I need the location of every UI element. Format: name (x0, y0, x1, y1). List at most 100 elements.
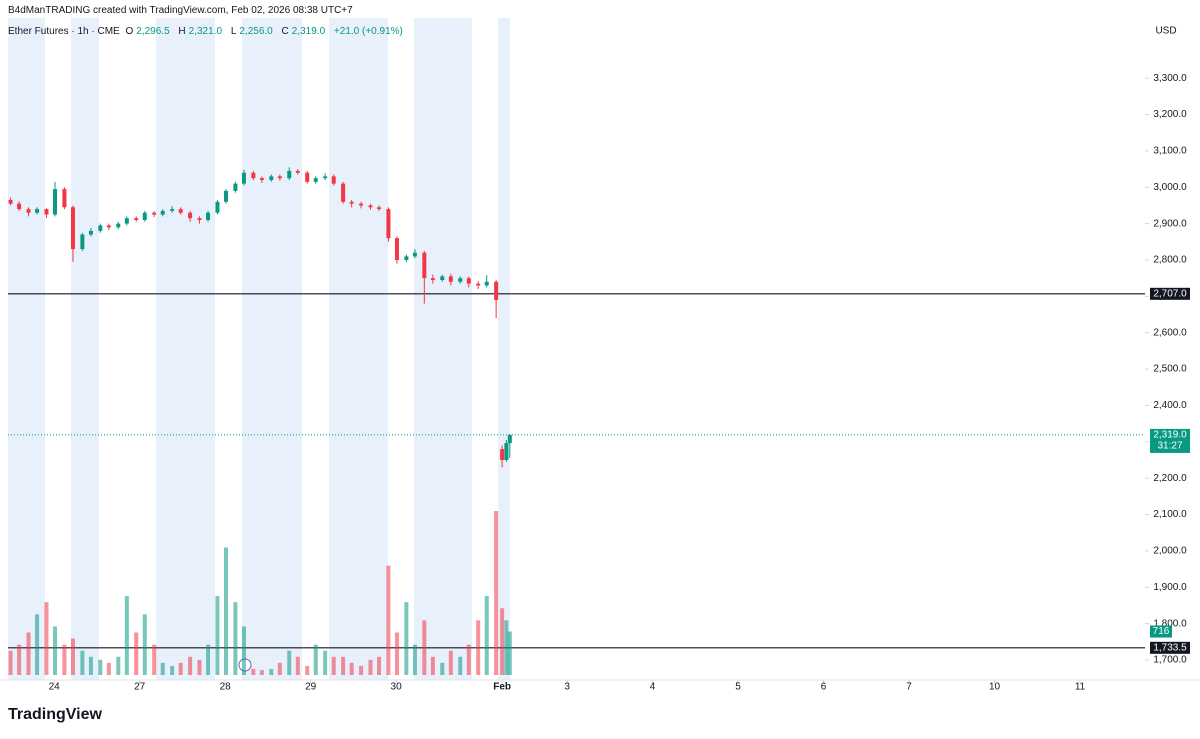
volume-bar (507, 631, 512, 675)
volume-bar (504, 620, 509, 675)
candle-body (504, 443, 509, 460)
credit: B4dManTRADING created with TradingView.c… (8, 5, 353, 16)
volume-bar (116, 656, 121, 675)
candle-body (188, 212, 193, 219)
candle-body (35, 209, 40, 213)
key: O (125, 26, 134, 37)
y-tick-label: 2,900.0 (1153, 218, 1187, 229)
x-tick-label: 7 (906, 682, 912, 693)
candle-body (484, 281, 489, 286)
candle-body (124, 218, 129, 224)
key: L (230, 26, 237, 37)
volume-bar (215, 596, 220, 675)
volume-bar (8, 650, 13, 675)
volume-bar (295, 656, 300, 675)
y-tick-label: 1,900.0 (1153, 582, 1187, 593)
ohlc-close: C 2,319.0 (282, 26, 329, 37)
ohlc-low: L 2,256.0 (231, 26, 276, 37)
ohlc-open: O 2,296.5 (125, 26, 172, 37)
candle-body (331, 176, 336, 184)
volume-bar (368, 659, 373, 675)
volume-label: 716 (1153, 626, 1170, 637)
candle-body (116, 223, 121, 228)
last-price-label: 2,319.0 (1153, 430, 1187, 441)
candle-body (422, 252, 427, 279)
volume-bar (484, 596, 489, 675)
x-tick-label: 3 (564, 682, 570, 693)
y-tick-label: 2,000.0 (1153, 546, 1187, 557)
y-tick-label: 2,600.0 (1153, 327, 1187, 338)
key: C (281, 26, 289, 37)
y-tick-label: 2,400.0 (1153, 400, 1187, 411)
candle-body (62, 189, 67, 208)
x-tick-label: 28 (220, 682, 232, 693)
price-label-bg (1150, 287, 1190, 300)
volume-bar (53, 626, 58, 675)
volume-bar (404, 602, 409, 675)
ohlc-high: H 2,321.0 (178, 26, 225, 37)
candle-body (494, 281, 499, 300)
volume-bar (269, 668, 274, 675)
candle-body (53, 189, 58, 215)
candle-body (359, 203, 364, 206)
candle-body (170, 209, 175, 211)
candle-body (98, 225, 103, 231)
volume-bar (98, 659, 103, 675)
candle-body (259, 178, 264, 180)
volume-bar (134, 632, 139, 675)
volume-bar (466, 644, 471, 675)
volume-bar (142, 614, 147, 675)
candle-body (44, 209, 49, 215)
candle-body (26, 209, 31, 213)
last-price-bg (1150, 428, 1190, 453)
volume-bar (160, 662, 165, 675)
volume-bar (178, 662, 183, 675)
candle-body (458, 278, 463, 282)
session-band (498, 18, 510, 680)
candle-body (295, 170, 300, 173)
candle-body (476, 283, 481, 286)
value: 2,296.5 (136, 26, 170, 37)
x-tick-label: 6 (821, 682, 827, 693)
y-tick-label: 2,500.0 (1153, 364, 1187, 375)
session-band (414, 18, 472, 680)
volume-bar (331, 656, 336, 675)
candle-body (368, 205, 373, 208)
volume-bar (106, 662, 111, 675)
x-tick-label: 30 (391, 682, 403, 693)
candle-body (241, 172, 246, 184)
key: H (178, 26, 186, 37)
volume-bar (458, 656, 463, 675)
candle-body (269, 176, 274, 180)
volume-bar (259, 670, 264, 675)
symbol: Ether Futures · 1h · CME (8, 26, 120, 37)
volume-bar (223, 547, 228, 675)
volume-bar (188, 656, 193, 675)
volume-bar (206, 644, 211, 675)
candle-body (500, 449, 505, 460)
session-shading (8, 18, 510, 680)
candle-body (88, 230, 93, 235)
x-tick-label: 27 (134, 682, 146, 693)
countdown: 31:27 (1157, 441, 1182, 452)
volume-bar (170, 665, 175, 675)
legend: Ether Futures · 1h · CME O 2,296.5 H 2,321… (8, 26, 406, 37)
volume-bar (422, 620, 427, 675)
volume-label-bg (1150, 625, 1172, 638)
volume-bar (62, 644, 67, 675)
y-tick-label: 3,100.0 (1153, 146, 1187, 157)
volume-bar (448, 650, 453, 675)
candle-body (197, 218, 202, 220)
x-tick-label: 10 (989, 682, 1001, 693)
session-band (71, 18, 99, 680)
volume-bar (412, 644, 417, 675)
candle-body (412, 252, 417, 257)
volume-bar (197, 659, 202, 675)
candle-body (323, 176, 328, 179)
candle-body (313, 178, 318, 182)
x-tick-label: 5 (735, 682, 741, 693)
candle-body (233, 183, 238, 191)
candle-body (17, 203, 22, 210)
brand: TradingView (8, 706, 102, 723)
